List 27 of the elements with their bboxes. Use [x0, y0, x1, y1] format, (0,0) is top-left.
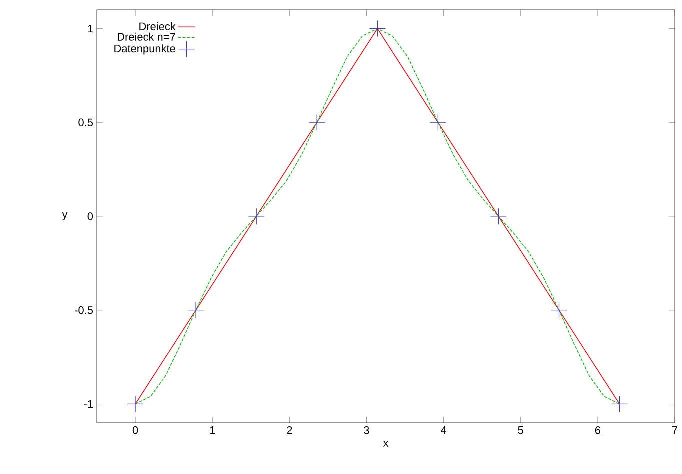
x-tick-label: 7: [672, 426, 678, 434]
y-axis-title: y: [62, 212, 68, 221]
x-tick-label: 3: [364, 426, 370, 434]
x-tick-label: 5: [518, 426, 524, 434]
point: [430, 114, 446, 131]
y-tick-label: 0: [88, 212, 94, 220]
y-tick-label: 1: [88, 25, 93, 33]
x-axis-title: x: [383, 441, 389, 447]
x-tick-label: 6: [595, 426, 600, 434]
point: [490, 208, 507, 225]
y-tick-label: -1: [84, 400, 93, 408]
point: [369, 20, 386, 38]
legend-label: Dreieck: [140, 22, 176, 30]
point: [127, 396, 144, 412]
x-tick-label: 0: [132, 426, 138, 434]
x-tick-label: 1: [210, 426, 216, 434]
point: [248, 208, 265, 225]
y-tick-label: -0.5: [75, 306, 94, 314]
point: [550, 302, 568, 319]
y-tick-label: 0.5: [78, 118, 94, 127]
point: [611, 396, 628, 412]
point: [308, 114, 326, 131]
x-tick-label: 4: [441, 426, 447, 434]
legend-label: Datenpunkte: [114, 44, 176, 55]
x-tick-label: 2: [287, 426, 292, 434]
legend-label: Dreieck n=7: [118, 32, 176, 41]
point: [188, 302, 204, 319]
